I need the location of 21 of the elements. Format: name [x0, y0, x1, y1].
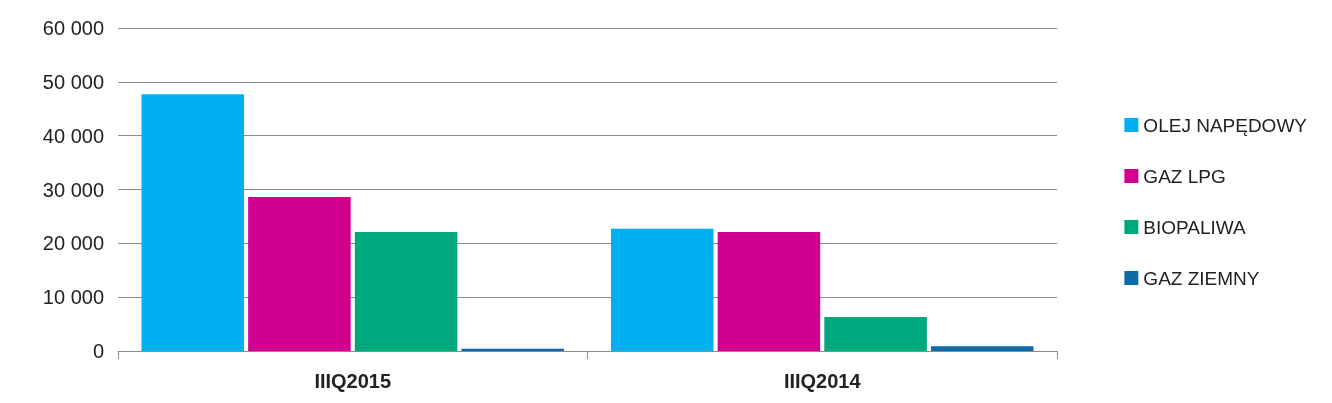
y-tick-label: 60 000 — [42, 17, 104, 39]
y-tick-label: 40 000 — [42, 124, 104, 147]
y-tick-label: 50 000 — [42, 70, 104, 93]
bar — [610, 228, 714, 351]
legend-label: GAZ ZIEMNY — [1143, 267, 1260, 289]
bar — [141, 94, 245, 351]
bar — [717, 232, 821, 351]
legend-label: BIOPALIWA — [1143, 216, 1247, 238]
y-tick-label: 20 000 — [42, 232, 104, 255]
bar — [930, 346, 1034, 351]
y-tick-label: 0 — [92, 340, 104, 362]
x-tick-label: IIIQ2014 — [783, 370, 862, 392]
legend-label: GAZ LPG — [1143, 165, 1226, 187]
bar — [461, 348, 565, 351]
y-tick-label: 10 000 — [42, 286, 104, 309]
x-tick-label: IIIQ2015 — [314, 370, 392, 392]
bar — [248, 197, 351, 351]
bar — [824, 317, 927, 351]
y-tick-label: 30 000 — [42, 178, 104, 201]
bar — [354, 232, 458, 351]
legend-label: OLEJ NAPĘDOWY — [1143, 114, 1308, 136]
